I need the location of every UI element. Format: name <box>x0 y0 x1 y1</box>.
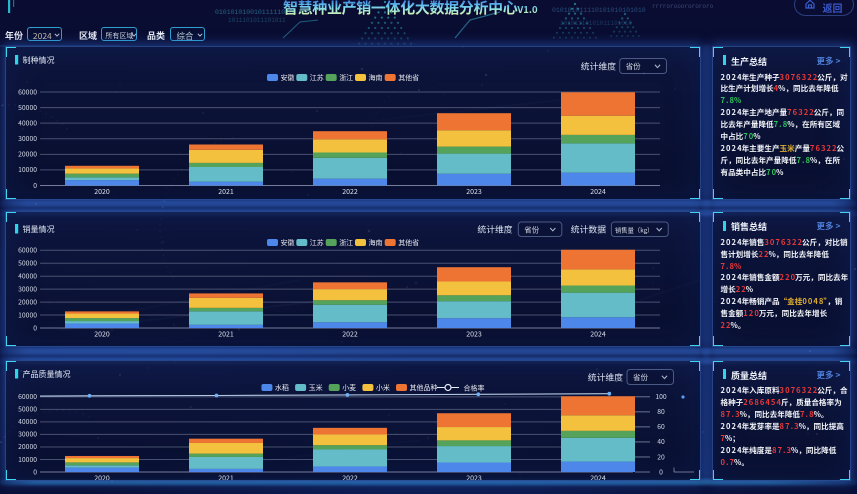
svg-text:2022: 2022 <box>342 330 358 340</box>
svg-text:浙江: 浙江 <box>339 72 353 82</box>
svg-text:销量情况: 销量情况 <box>23 224 55 235</box>
svg-text:省份: 省份 <box>524 224 539 235</box>
svg-text:安徽: 安徽 <box>281 72 295 82</box>
svg-text:10000: 10000 <box>18 164 37 174</box>
svg-text:40000: 40000 <box>18 271 37 281</box>
svg-text:海南: 海南 <box>369 72 383 82</box>
svg-text:安徽: 安徽 <box>281 238 295 248</box>
svg-text:20000: 20000 <box>18 148 37 158</box>
svg-text:60: 60 <box>657 421 665 431</box>
svg-text:2020: 2020 <box>94 187 110 197</box>
svg-text:10000: 10000 <box>18 309 37 319</box>
svg-text:小麦: 小麦 <box>342 382 356 392</box>
svg-text:江苏: 江苏 <box>310 72 324 82</box>
svg-text:统计维度: 统计维度 <box>581 59 616 72</box>
svg-text:销售量（kg）: 销售量（kg） <box>615 225 653 234</box>
svg-text:50000: 50000 <box>18 101 37 111</box>
svg-text:统计数据: 统计数据 <box>571 223 606 236</box>
svg-text:2021: 2021 <box>218 473 234 481</box>
svg-text:60000: 60000 <box>18 245 37 255</box>
svg-text:30000: 30000 <box>18 283 37 293</box>
svg-text:100: 100 <box>655 391 667 401</box>
svg-text:0: 0 <box>33 466 37 476</box>
svg-text:2023: 2023 <box>466 473 482 481</box>
svg-text:80: 80 <box>657 406 665 416</box>
svg-text:2020: 2020 <box>94 473 110 481</box>
svg-text:2020: 2020 <box>94 330 110 340</box>
svg-text:统计维度: 统计维度 <box>588 370 623 383</box>
svg-text:制种情况: 制种情况 <box>23 55 55 66</box>
svg-text:2023: 2023 <box>466 187 482 197</box>
svg-text:50000: 50000 <box>18 403 37 413</box>
svg-text:水稻: 水稻 <box>275 382 289 392</box>
svg-text:2024: 2024 <box>590 330 606 340</box>
svg-text:统计维度: 统计维度 <box>477 223 512 236</box>
svg-text:其他品种: 其他品种 <box>410 382 438 392</box>
svg-text:30000: 30000 <box>18 428 37 438</box>
svg-text:0: 0 <box>33 322 37 332</box>
svg-text:0: 0 <box>33 179 37 189</box>
svg-text:产品质量情况: 产品质量情况 <box>23 369 71 380</box>
svg-text:20: 20 <box>657 451 665 461</box>
svg-text:其他省: 其他省 <box>398 238 419 248</box>
svg-text:2022: 2022 <box>342 473 358 481</box>
svg-text:2024: 2024 <box>590 473 606 481</box>
svg-text:1011101011101011: 1011101011101011 <box>228 17 286 24</box>
svg-text:省份: 省份 <box>633 372 648 383</box>
svg-text:江苏: 江苏 <box>310 238 324 248</box>
svg-text:2022: 2022 <box>342 187 358 197</box>
svg-text:50000: 50000 <box>18 258 37 268</box>
svg-text:10101110101011101010: 10101110101011101010 <box>560 20 632 27</box>
svg-text:2021: 2021 <box>218 330 234 340</box>
svg-text:20000: 20000 <box>18 296 37 306</box>
svg-text:20000: 20000 <box>18 441 37 451</box>
svg-text:010101010010111110101: 010101010010111110101 <box>215 9 297 16</box>
svg-text:合格率: 合格率 <box>464 383 485 393</box>
svg-text:2021: 2021 <box>218 187 234 197</box>
svg-text:2023: 2023 <box>466 330 482 340</box>
svg-text:40000: 40000 <box>18 117 37 127</box>
svg-text:010101011110101010101010: 010101011110101010101010 <box>552 7 646 14</box>
svg-text:40000: 40000 <box>18 416 37 426</box>
svg-text:40: 40 <box>657 436 665 446</box>
svg-text:其他省: 其他省 <box>398 72 419 82</box>
svg-text:海南: 海南 <box>369 238 383 248</box>
svg-text:玉米: 玉米 <box>309 382 323 392</box>
svg-text:30000: 30000 <box>18 133 37 143</box>
svg-text:0: 0 <box>659 466 663 476</box>
svg-text:rrrrorooororororo: rrrrorooororororo <box>652 3 714 10</box>
svg-text:10000: 10000 <box>18 453 37 463</box>
svg-text:省份: 省份 <box>626 61 641 72</box>
svg-text:60000: 60000 <box>18 86 37 96</box>
svg-text:2024: 2024 <box>590 187 606 197</box>
svg-text:浙江: 浙江 <box>339 238 353 248</box>
svg-text:小米: 小米 <box>376 382 390 392</box>
svg-text:60000: 60000 <box>18 391 37 401</box>
